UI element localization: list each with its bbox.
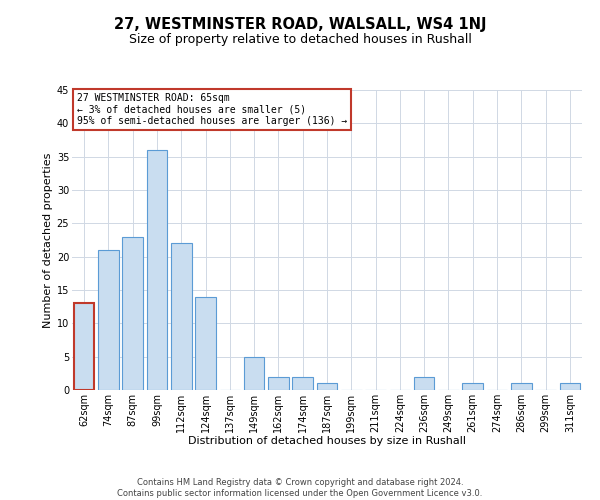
Bar xyxy=(511,384,532,390)
Bar xyxy=(292,376,313,390)
Bar xyxy=(268,376,289,390)
X-axis label: Distribution of detached houses by size in Rushall: Distribution of detached houses by size … xyxy=(188,436,466,446)
Bar xyxy=(146,150,167,390)
Bar xyxy=(98,250,119,390)
Bar xyxy=(195,296,216,390)
Text: 27 WESTMINSTER ROAD: 65sqm
← 3% of detached houses are smaller (5)
95% of semi-d: 27 WESTMINSTER ROAD: 65sqm ← 3% of detac… xyxy=(77,93,347,126)
Bar xyxy=(463,384,483,390)
Bar xyxy=(414,376,434,390)
Bar xyxy=(317,384,337,390)
Bar xyxy=(244,356,265,390)
Text: Contains HM Land Registry data © Crown copyright and database right 2024.
Contai: Contains HM Land Registry data © Crown c… xyxy=(118,478,482,498)
Bar xyxy=(74,304,94,390)
Text: 27, WESTMINSTER ROAD, WALSALL, WS4 1NJ: 27, WESTMINSTER ROAD, WALSALL, WS4 1NJ xyxy=(114,18,486,32)
Bar xyxy=(171,244,191,390)
Text: Size of property relative to detached houses in Rushall: Size of property relative to detached ho… xyxy=(128,32,472,46)
Y-axis label: Number of detached properties: Number of detached properties xyxy=(43,152,53,328)
Bar xyxy=(560,384,580,390)
Bar xyxy=(122,236,143,390)
